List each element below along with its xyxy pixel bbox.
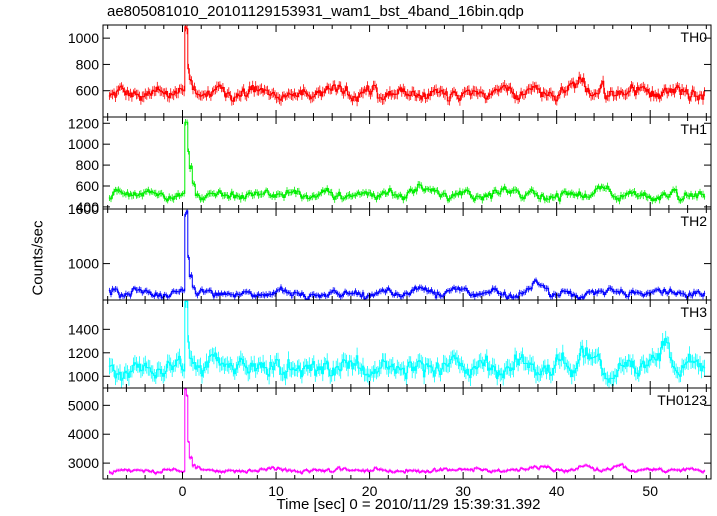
series-line-th1 bbox=[108, 121, 706, 202]
series-line-th0 bbox=[108, 26, 706, 102]
panel-label-th3: TH3 bbox=[681, 304, 708, 320]
y-tick-label: 4000 bbox=[68, 426, 99, 442]
y-tick-label: 800 bbox=[76, 56, 100, 72]
y-tick-label: 1000 bbox=[68, 256, 99, 272]
chart-title: ae805081010_20101129153931_wam1_bst_4ban… bbox=[107, 3, 524, 20]
y-tick-label: 1000 bbox=[68, 30, 99, 46]
y-tick-label: 600 bbox=[76, 83, 100, 99]
series-line-th2 bbox=[108, 210, 706, 300]
x-tick-label: 10 bbox=[268, 483, 284, 499]
y-tick-label: 800 bbox=[76, 157, 100, 173]
y-tick-label: 600 bbox=[76, 178, 100, 194]
series-line-th0123 bbox=[108, 388, 706, 475]
error-bars-th0123 bbox=[109, 388, 705, 476]
panel-frame-th0 bbox=[102, 24, 712, 118]
x-tick-label: 0 bbox=[179, 483, 187, 499]
panel-label-th0: TH0 bbox=[681, 29, 708, 45]
y-tick-label: 5000 bbox=[68, 397, 99, 413]
y-tick-label: 1600 bbox=[68, 201, 99, 217]
y-tick-label: 1000 bbox=[68, 368, 99, 384]
panel-label-th2: TH2 bbox=[681, 213, 708, 229]
error-bars-th2 bbox=[109, 209, 705, 300]
x-tick-label: 50 bbox=[642, 483, 658, 499]
y-axis-label: Counts/sec bbox=[29, 220, 47, 296]
x-tick-label: 30 bbox=[455, 483, 471, 499]
x-axis-label: Time [sec] 0 = 2010/11/29 15:39:31.392 bbox=[276, 496, 541, 513]
x-tick-label: 20 bbox=[362, 483, 378, 499]
series-line-th3 bbox=[108, 300, 706, 383]
panel-label-th1: TH1 bbox=[681, 121, 708, 137]
error-bars-th1 bbox=[109, 119, 705, 205]
y-tick-label: 3000 bbox=[68, 455, 99, 471]
y-tick-label: 1000 bbox=[68, 136, 99, 152]
x-tick-label: 40 bbox=[549, 483, 565, 499]
y-tick-label: 1200 bbox=[68, 345, 99, 361]
y-tick-label: 400 bbox=[76, 199, 100, 215]
y-tick-label: 1400 bbox=[68, 321, 99, 337]
y-tick-label: 1200 bbox=[68, 115, 99, 131]
error-bars-th0 bbox=[109, 25, 705, 107]
panel-label-th0123: TH0123 bbox=[657, 392, 707, 408]
